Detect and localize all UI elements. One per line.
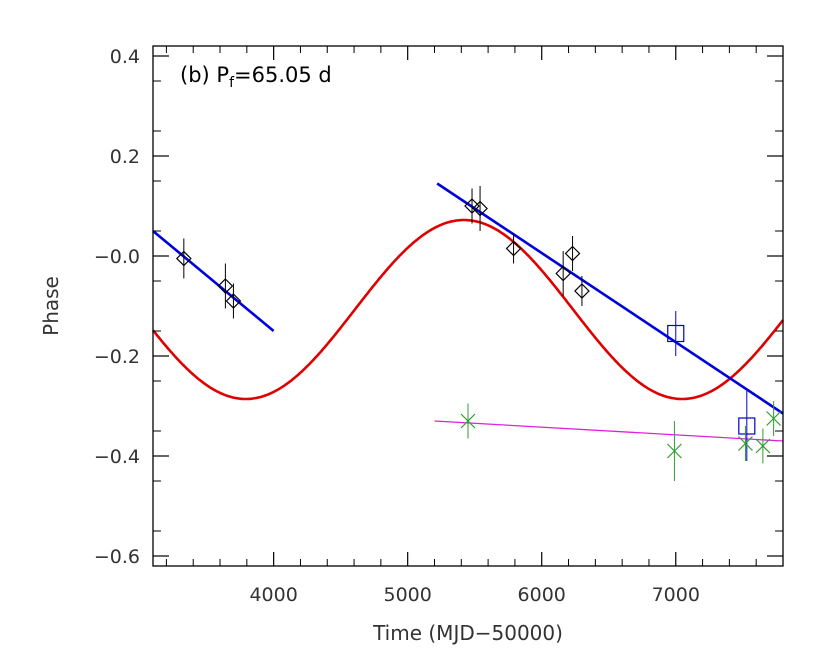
y-tick-label: 0.4 <box>110 46 140 68</box>
x-tick-label: 5000 <box>384 584 432 606</box>
fit-lines <box>151 182 785 442</box>
cross-stroke <box>766 411 782 426</box>
diamond-point <box>175 250 192 267</box>
plot-frame <box>152 45 784 567</box>
diamond-point <box>217 278 234 294</box>
period-annotation: (b) Pf=65.05 d <box>180 63 332 91</box>
cross-point <box>766 411 782 426</box>
linear-fit-early <box>152 229 275 333</box>
y-tick-label: −0.2 <box>94 346 140 368</box>
diamond-point <box>472 200 488 217</box>
square-point <box>738 417 756 435</box>
data-points <box>175 186 782 481</box>
axis-ticks: 4000 5000 6000 7000 0.4 0.2 −0.0 −0.2 −0.4 −0.6 <box>94 46 784 606</box>
y-tick-label: 0.2 <box>110 146 140 168</box>
diamond-point <box>574 283 590 299</box>
annotation-subscript: f <box>229 75 235 91</box>
cross-point <box>667 443 682 459</box>
cross-stroke <box>667 443 682 459</box>
y-tick-label: −0.4 <box>94 446 140 468</box>
square-point <box>667 324 685 343</box>
annotation-prefix: (b) P <box>180 63 229 87</box>
cross-stroke <box>738 436 753 451</box>
linear-fit-late <box>436 182 784 415</box>
annotation-suffix: =65.05 d <box>234 63 332 87</box>
x-tick-label: 4000 <box>249 584 297 606</box>
diamond-point <box>555 265 572 282</box>
diamond-point <box>225 293 242 309</box>
diamond-point <box>505 240 522 257</box>
cross-stroke <box>460 413 476 429</box>
cross-point <box>738 436 753 451</box>
x-axis-title: Time (MJD−50000) <box>372 621 563 645</box>
y-tick-label: −0.6 <box>94 546 140 568</box>
cross-stroke <box>755 438 771 454</box>
diamond-point <box>564 245 581 262</box>
y-axis-title: Phase <box>39 276 63 336</box>
magenta-fit-line <box>434 420 784 442</box>
cross-point <box>460 413 476 429</box>
sinusoid-fit-curve <box>151 218 785 401</box>
y-tick-label: −0.0 <box>94 246 140 268</box>
cross-point <box>755 438 771 454</box>
x-tick-label: 7000 <box>652 584 700 606</box>
x-tick-label: 6000 <box>518 584 566 606</box>
diamond-point <box>464 198 480 214</box>
